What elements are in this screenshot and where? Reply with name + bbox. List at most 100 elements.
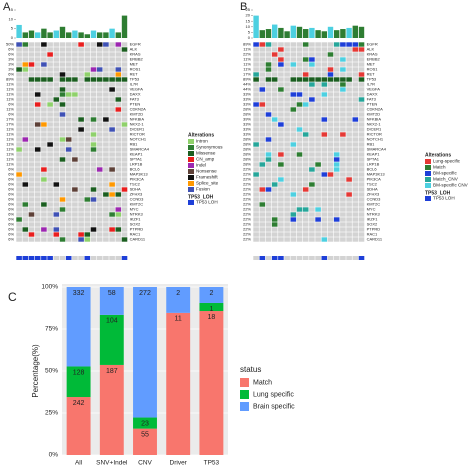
- cell: [253, 177, 259, 182]
- percent-label: 6%: [8, 197, 14, 202]
- cell: [278, 127, 284, 132]
- cell: [358, 217, 365, 222]
- cell: [96, 47, 103, 52]
- cell: [253, 227, 259, 232]
- cell: [253, 72, 259, 77]
- percent-label: 11%: [6, 147, 14, 152]
- cell: [358, 202, 365, 207]
- cell: [115, 167, 122, 172]
- cell: [115, 162, 122, 167]
- cell: [28, 137, 35, 142]
- cell: [28, 117, 35, 122]
- cell: [333, 72, 340, 77]
- loh-cell: [96, 256, 103, 260]
- cell: [115, 142, 122, 147]
- cell: [90, 112, 97, 117]
- cell: [109, 97, 115, 102]
- cell: [84, 197, 91, 202]
- loh-cell: [72, 256, 78, 260]
- cell: [53, 132, 60, 137]
- cell: [352, 82, 359, 87]
- cell: [259, 237, 266, 242]
- cell: [103, 182, 109, 187]
- cell: [290, 172, 297, 177]
- loh-cell: [352, 256, 359, 260]
- top-bar: [259, 30, 265, 38]
- legend-title: Alterations: [425, 152, 451, 158]
- cell: [72, 222, 78, 227]
- cell: [352, 212, 359, 217]
- cell: [315, 92, 321, 97]
- cell: [90, 67, 97, 72]
- cell: [253, 207, 259, 212]
- gene-label: DICER1: [130, 127, 145, 132]
- cell: [259, 77, 266, 82]
- cell: [259, 197, 266, 202]
- cell: [315, 127, 321, 132]
- cell: [47, 182, 53, 187]
- legend-swatch: [240, 378, 249, 387]
- cell: [278, 227, 284, 232]
- cell: [358, 102, 365, 107]
- cell: [271, 207, 278, 212]
- cell: [22, 112, 29, 117]
- cell: [103, 62, 109, 67]
- cell: [16, 227, 22, 232]
- cell: [290, 162, 297, 167]
- cell: [333, 62, 340, 67]
- cell: [296, 187, 303, 192]
- cell: [84, 132, 91, 137]
- cell: [109, 87, 115, 92]
- percent-label: 11%: [243, 47, 251, 52]
- percent-label: 11%: [6, 107, 14, 112]
- gene-label: IL7R: [367, 82, 376, 87]
- cell: [115, 212, 122, 217]
- cell: [327, 42, 334, 47]
- cell: [53, 157, 60, 162]
- cell: [78, 232, 84, 237]
- cell: [296, 142, 303, 147]
- cell: [302, 222, 309, 227]
- cell: [109, 82, 115, 87]
- cell: [59, 67, 66, 72]
- cell: [53, 187, 60, 192]
- cell: [34, 192, 41, 197]
- cell: [315, 167, 321, 172]
- cell: [78, 197, 84, 202]
- cell: [53, 82, 60, 87]
- cell: [340, 47, 346, 52]
- cell: [265, 42, 272, 47]
- cell: [296, 237, 303, 242]
- cell: [109, 92, 115, 97]
- cell: [302, 42, 309, 47]
- cell: [358, 142, 365, 147]
- cell: [315, 132, 321, 137]
- loh-cell: [109, 256, 115, 260]
- cell: [271, 122, 278, 127]
- cell: [309, 42, 315, 47]
- cell: [22, 122, 29, 127]
- cell: [327, 202, 334, 207]
- cell: [333, 232, 340, 237]
- legend-swatch: [425, 171, 431, 176]
- cell: [296, 62, 303, 67]
- cell: [271, 47, 278, 52]
- cell: [78, 142, 84, 147]
- cell: [109, 127, 115, 132]
- cell: [90, 137, 97, 142]
- cell: [22, 142, 29, 147]
- cell: [84, 182, 91, 187]
- gene-label: SMARCA4: [130, 147, 150, 152]
- cell: [109, 217, 115, 222]
- cell: [103, 42, 109, 47]
- bar-segment: [133, 428, 157, 455]
- loh-cell: [358, 256, 365, 260]
- gene-label: EGFR: [130, 42, 141, 47]
- percent-label: 6%: [8, 217, 14, 222]
- cell: [271, 102, 278, 107]
- cell: [315, 87, 321, 92]
- cell: [121, 167, 128, 172]
- cell: [278, 107, 284, 112]
- cell: [278, 122, 284, 127]
- cell: [284, 127, 290, 132]
